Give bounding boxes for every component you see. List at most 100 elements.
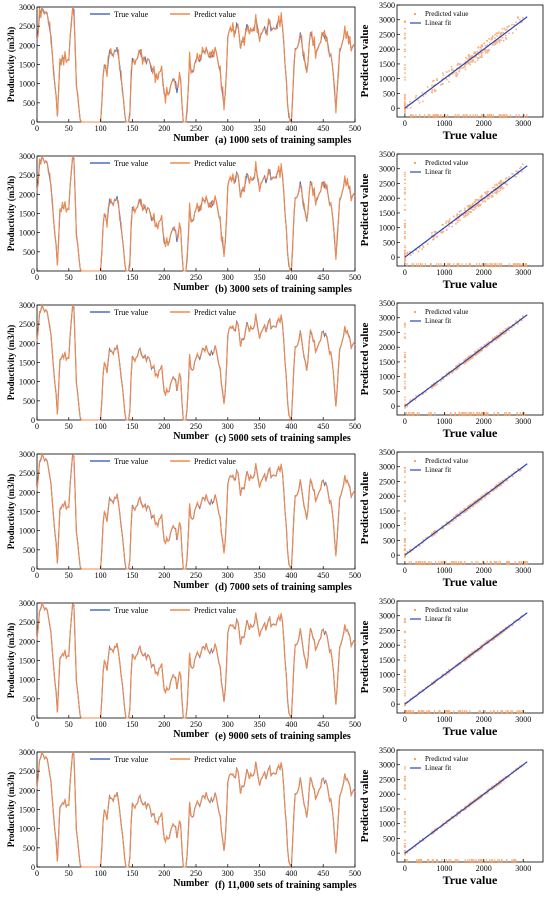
point	[440, 114, 442, 119]
point	[452, 69, 455, 71]
point	[403, 518, 406, 520]
x-tick-label: 0	[403, 268, 407, 277]
x-tick-label: 0	[35, 571, 39, 580]
point	[444, 263, 446, 268]
point	[508, 475, 510, 478]
point	[442, 224, 444, 226]
point	[403, 209, 406, 211]
y-tick-label: 3000	[379, 463, 395, 472]
point	[403, 249, 406, 251]
point	[442, 376, 444, 378]
point	[479, 56, 482, 58]
point	[408, 412, 410, 417]
point	[466, 62, 468, 65]
point	[468, 656, 470, 659]
point	[492, 114, 494, 119]
point	[518, 263, 520, 268]
point	[431, 91, 433, 94]
point	[478, 351, 480, 353]
point	[403, 654, 406, 657]
point	[431, 682, 433, 684]
y-tick-label: 3500	[379, 448, 395, 457]
point	[488, 38, 490, 40]
point	[403, 50, 406, 53]
point	[475, 859, 477, 864]
point	[422, 95, 425, 97]
point	[470, 652, 473, 655]
point	[502, 329, 505, 332]
legend-predict-label: Predict value	[194, 159, 236, 168]
point	[500, 32, 502, 35]
point	[519, 561, 521, 566]
point	[514, 263, 516, 268]
point	[477, 53, 480, 56]
point	[403, 780, 406, 782]
legend-predicted-swatch	[414, 609, 416, 611]
y-tick-label: 1000	[379, 224, 395, 233]
point	[496, 486, 499, 489]
point	[403, 693, 406, 695]
point	[485, 859, 487, 864]
point	[442, 77, 444, 80]
point	[479, 648, 482, 651]
point	[403, 406, 406, 408]
point	[504, 29, 507, 31]
y-tick-label: 2500	[19, 767, 35, 776]
point	[479, 645, 482, 648]
point	[478, 649, 480, 651]
point	[406, 700, 408, 703]
point	[433, 534, 436, 536]
point	[493, 489, 495, 491]
x-tick-label: 200	[158, 273, 170, 282]
point	[404, 111, 406, 113]
point	[432, 238, 434, 241]
point	[460, 213, 463, 215]
point	[403, 367, 406, 369]
point	[519, 619, 521, 621]
point	[406, 263, 408, 268]
y-tick-label: 500	[383, 536, 395, 545]
point	[442, 230, 444, 233]
legend-predict-label: Predict value	[194, 10, 236, 19]
point	[506, 327, 508, 330]
point	[403, 686, 406, 688]
point	[441, 232, 443, 234]
point	[490, 561, 492, 566]
x-tick-label: 350	[254, 124, 266, 133]
point	[513, 24, 515, 26]
point	[488, 41, 491, 44]
point	[496, 42, 498, 44]
point	[433, 533, 436, 535]
point	[442, 527, 444, 530]
point	[403, 846, 406, 848]
point	[486, 412, 488, 417]
point	[504, 182, 507, 185]
point	[479, 796, 482, 799]
legend-fit-label: Linear fit	[425, 168, 451, 176]
x-tick-label: 200	[158, 720, 170, 729]
point	[500, 179, 502, 182]
panel-caption: (f) 11,000 sets of training samples	[215, 880, 357, 891]
point	[475, 351, 478, 353]
x-tick-label: 0	[403, 566, 407, 575]
point	[442, 72, 444, 74]
x-tick-label: 100	[95, 422, 107, 431]
point	[491, 639, 494, 641]
point	[486, 196, 489, 198]
point	[416, 561, 418, 566]
point	[403, 639, 406, 641]
x-tick-label: 350	[254, 273, 266, 282]
point	[493, 787, 495, 789]
point	[522, 859, 524, 864]
point	[491, 36, 494, 39]
point	[468, 57, 470, 59]
point	[486, 51, 489, 54]
point	[434, 828, 436, 831]
point	[410, 561, 412, 566]
point	[508, 32, 510, 35]
point	[502, 777, 505, 780]
y-tick-label: 1000	[19, 676, 35, 685]
point	[433, 236, 435, 239]
point	[406, 851, 409, 853]
point	[426, 536, 429, 538]
